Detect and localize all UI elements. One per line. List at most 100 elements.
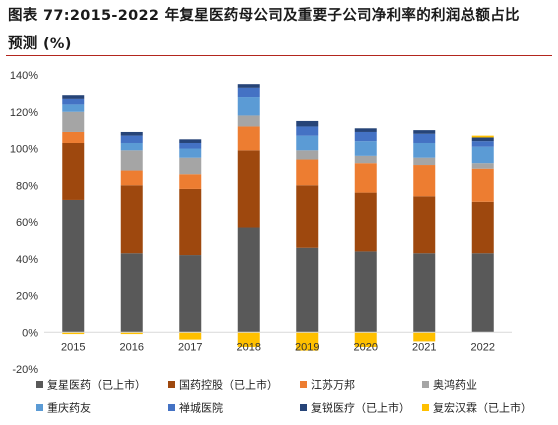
legend-swatch xyxy=(36,404,43,411)
bar-segment xyxy=(120,150,143,171)
legend-label: 复星医药（已上市） xyxy=(47,378,146,392)
bar-segment xyxy=(179,139,202,143)
bar-segment xyxy=(62,95,85,99)
bar-segment xyxy=(179,174,202,189)
bar-segment xyxy=(471,137,494,142)
bar-segment xyxy=(179,255,202,333)
bar-segment xyxy=(120,170,143,186)
legend-label: 禅城医院 xyxy=(179,401,223,415)
bar-segment xyxy=(296,247,319,333)
bar-segment xyxy=(237,150,260,228)
bar-segment xyxy=(471,163,494,169)
y-tick-label: 120% xyxy=(10,107,38,119)
y-tick-label: 100% xyxy=(10,144,38,156)
bar-segment xyxy=(354,141,377,156)
bar-segment xyxy=(413,253,436,333)
bar-segment xyxy=(413,130,436,134)
legend-label: 国药控股（已上市） xyxy=(179,378,278,392)
y-tick-label: 60% xyxy=(16,217,38,229)
chart-title-line1: 图表 77:2015-2022 年复星医药母公司及重要子公司净利率的利润总额占比 xyxy=(8,8,520,24)
y-tick-label: 40% xyxy=(16,254,38,266)
bar-segment xyxy=(471,201,494,254)
x-tick-label: 2019 xyxy=(295,341,319,353)
bar-segment xyxy=(413,332,436,342)
bar-segment xyxy=(413,133,436,143)
y-tick-label: -20% xyxy=(12,364,38,376)
bar-segment xyxy=(120,142,143,151)
bar-segment xyxy=(296,120,319,127)
bar-segment xyxy=(120,253,143,333)
bar-segment xyxy=(471,146,494,164)
legend-swatch xyxy=(422,381,429,388)
bar-segment xyxy=(354,192,377,252)
bar-segment xyxy=(62,111,85,132)
bar-segment xyxy=(413,165,436,197)
bar-segment xyxy=(296,126,319,136)
bar-segment xyxy=(237,97,260,116)
x-tick-label: 2022 xyxy=(471,341,495,353)
bar-segment xyxy=(413,142,436,158)
bar-segment xyxy=(120,185,143,254)
x-tick-label: 2018 xyxy=(237,341,261,353)
x-tick-label: 2016 xyxy=(120,341,144,353)
bar-segment xyxy=(62,142,85,200)
bar-segment xyxy=(354,251,377,333)
bar-segment xyxy=(237,227,260,333)
bar-segment xyxy=(296,332,319,351)
bar-segment xyxy=(471,141,494,147)
bar-segment xyxy=(62,199,85,333)
bar-segment xyxy=(471,253,494,333)
bar-segment xyxy=(62,332,85,335)
bar-segment xyxy=(237,115,260,127)
y-tick-label: 0% xyxy=(22,327,38,339)
x-tick-label: 2021 xyxy=(412,341,436,353)
bar-segment xyxy=(296,185,319,248)
legend-label: 江苏万邦 xyxy=(311,379,355,392)
bars-layer xyxy=(62,84,494,351)
bar-segment xyxy=(354,128,377,132)
x-tick-label: 2020 xyxy=(354,341,378,353)
legend-label: 复锐医疗（已上市） xyxy=(311,401,410,415)
bar-segment xyxy=(237,332,260,347)
bar-segment xyxy=(296,150,319,160)
bar-segment xyxy=(354,155,377,164)
legend-label: 奥鸿药业 xyxy=(433,378,477,392)
bar-segment xyxy=(237,84,260,88)
bar-segment xyxy=(62,131,85,143)
y-tick-label: 80% xyxy=(16,180,38,192)
bar-segment xyxy=(179,332,202,340)
bar-segment xyxy=(471,168,494,202)
bar-segment xyxy=(179,142,202,149)
bar-segment xyxy=(413,196,436,254)
bar-segment xyxy=(354,163,377,193)
legend-label: 复宏汉霖（已上市） xyxy=(433,401,532,415)
bar-segment xyxy=(62,104,85,112)
bar-segment xyxy=(120,332,143,335)
legend-swatch xyxy=(168,381,175,388)
bar-segment xyxy=(296,135,319,151)
title-divider xyxy=(6,55,552,56)
bar-segment xyxy=(179,188,202,256)
axes-layer: -20% 0% 20% 40% 60% 80% 100% 120% 140% 2015 2016 20… xyxy=(10,70,512,376)
legend-swatch xyxy=(300,381,307,388)
legend-swatch xyxy=(168,404,175,411)
x-tick-label: 2015 xyxy=(61,341,85,353)
legend-label: 重庆药友 xyxy=(47,401,91,415)
y-tick-label: 140% xyxy=(10,70,38,82)
legend-swatch xyxy=(36,381,43,388)
bar-segment xyxy=(471,135,494,138)
bar-segment xyxy=(120,135,143,143)
bar-segment xyxy=(179,157,202,175)
bar-segment xyxy=(413,157,436,166)
bar-segment xyxy=(179,148,202,158)
bar-segment xyxy=(120,131,143,136)
bar-segment xyxy=(237,126,260,151)
chart-title-line2: 预测 (%) xyxy=(8,36,72,52)
bar-segment xyxy=(62,98,85,105)
legend-swatch xyxy=(300,404,307,411)
bar-segment xyxy=(237,87,260,98)
y-tick-label: 20% xyxy=(16,291,38,303)
bar-segment xyxy=(354,332,377,347)
